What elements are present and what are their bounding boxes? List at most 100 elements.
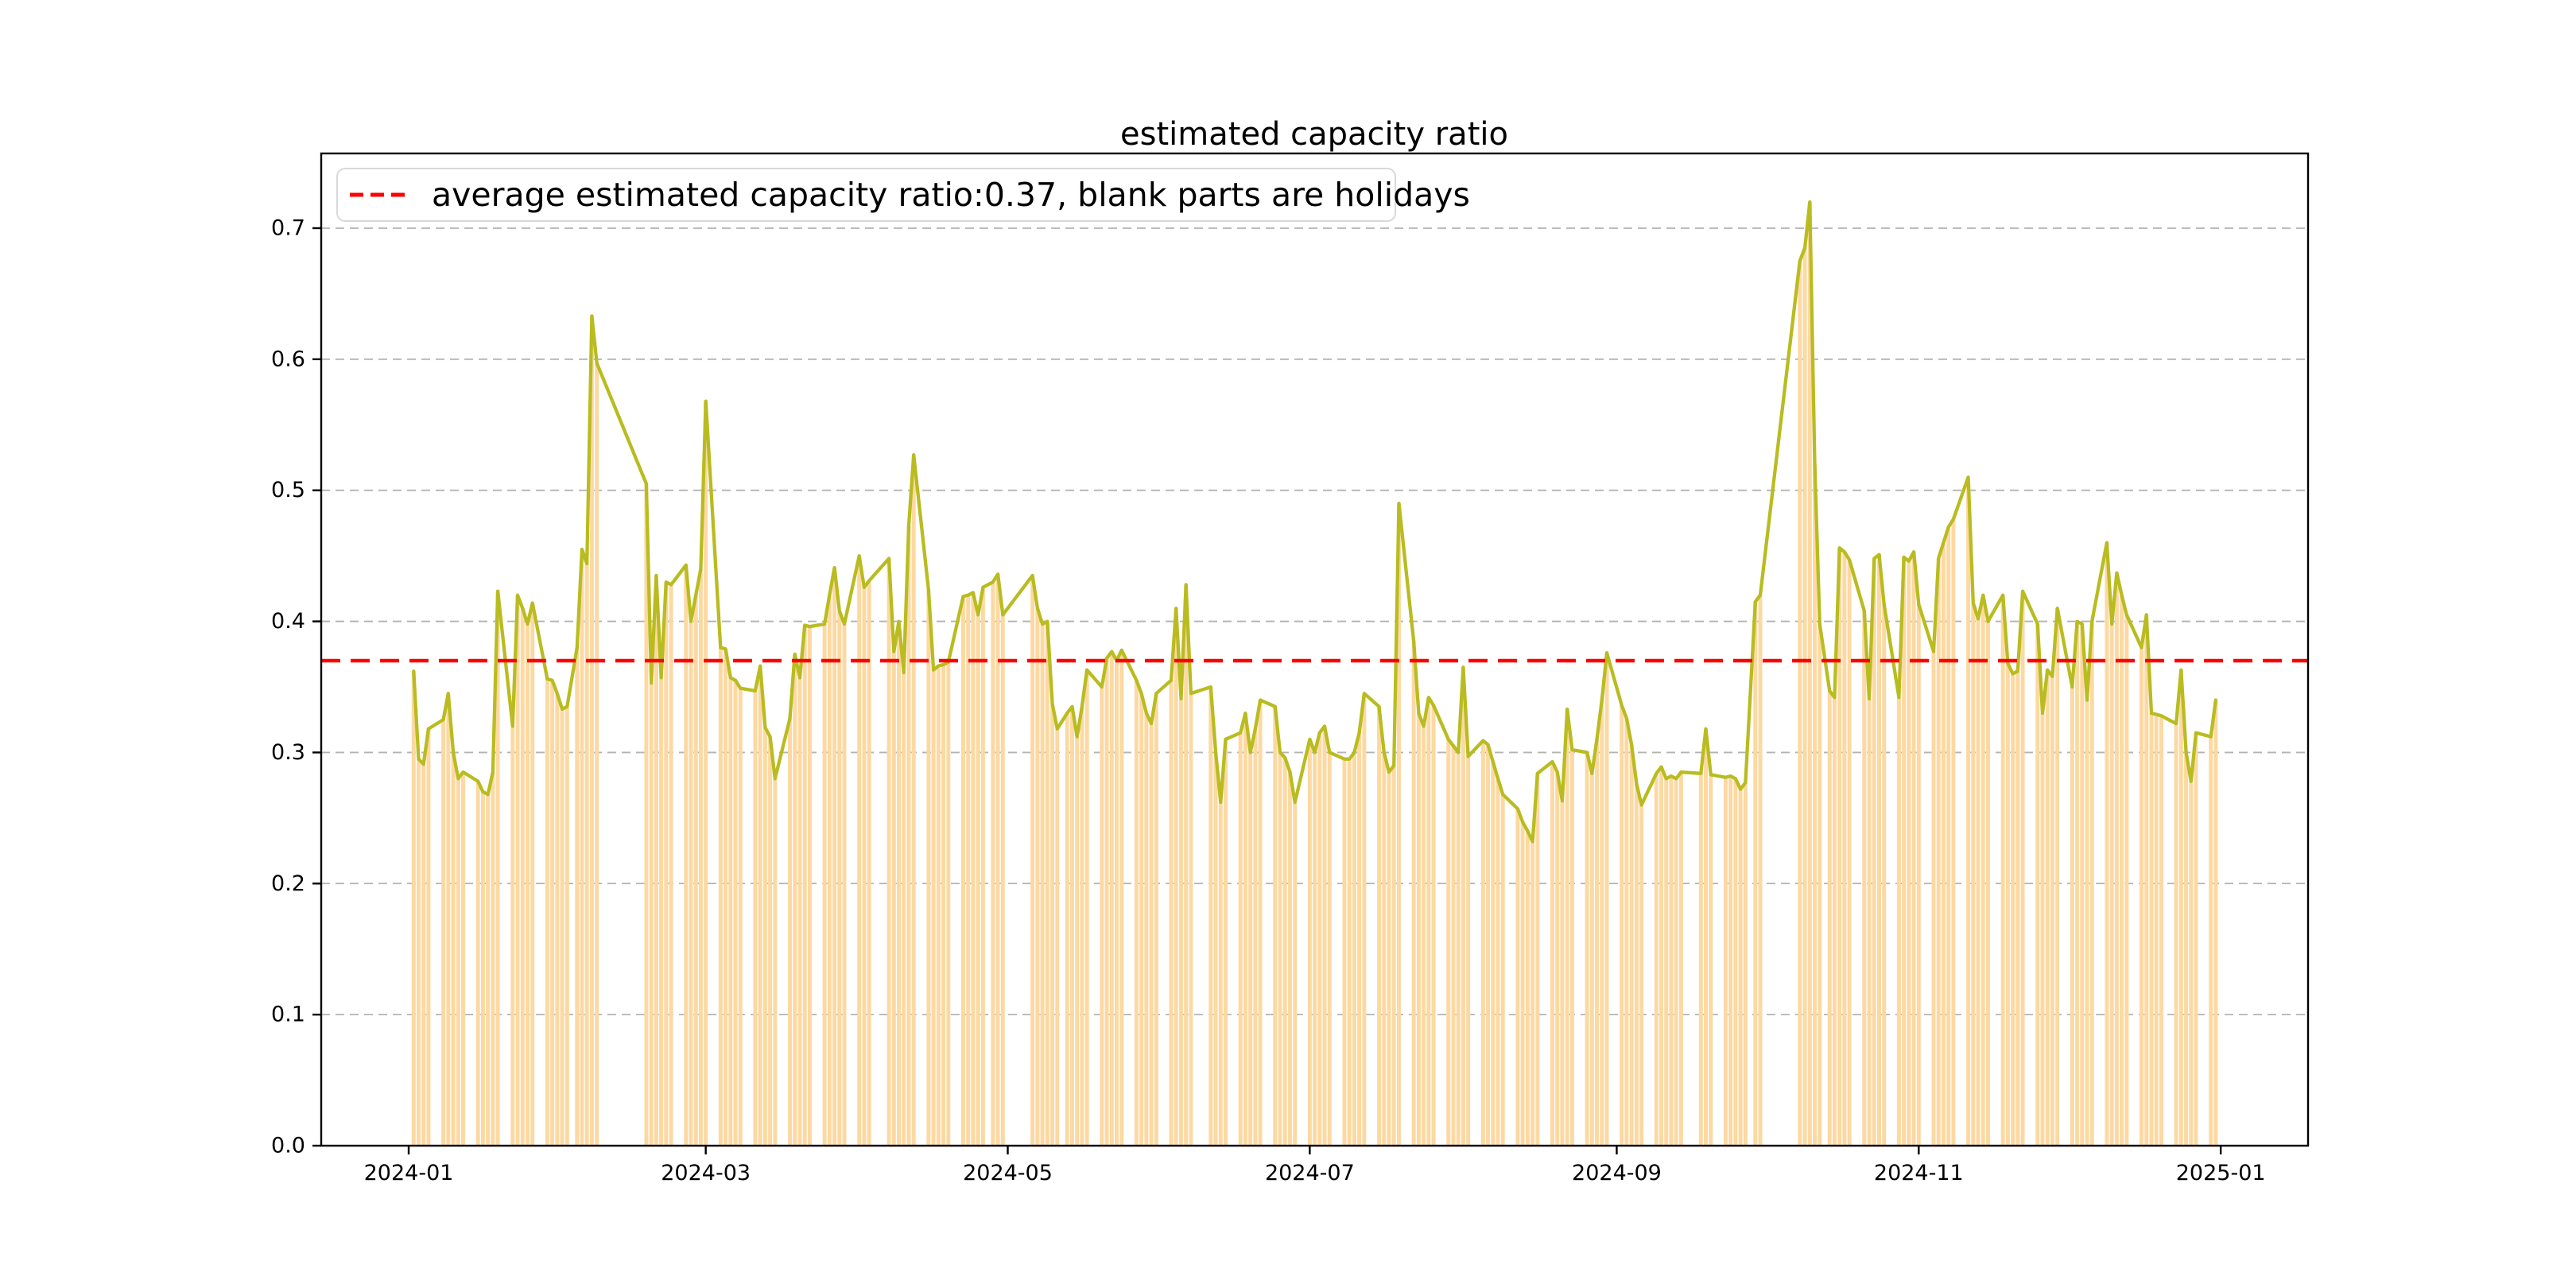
bar (2124, 615, 2129, 1146)
x-tick-label: 2024-01 (364, 1161, 454, 1185)
bar (589, 316, 594, 1146)
bar (2020, 591, 2025, 1146)
axis-ticks-and-labels: 0.0 0.1 0.2 0.3 0.4 0.5 0.6 0.7 2024-01 2024-03 20… (271, 215, 2266, 1185)
bar (2178, 669, 2183, 1146)
bar (1872, 558, 1876, 1146)
bar (1976, 619, 1980, 1146)
bar (1813, 464, 1818, 1146)
bar (1451, 746, 1456, 1146)
bar (2075, 621, 2080, 1146)
bar (1352, 752, 1356, 1146)
bar (1030, 575, 1035, 1146)
bar (1411, 641, 1416, 1146)
bar (2045, 669, 2050, 1146)
bar (1837, 548, 1842, 1146)
bar (807, 627, 812, 1146)
bar (510, 726, 515, 1146)
bar (1282, 758, 1287, 1146)
bar (753, 690, 758, 1146)
bar (480, 791, 485, 1146)
bar (1466, 756, 1471, 1146)
bar (1867, 698, 1872, 1146)
y-tick-label: 0.1 (271, 1003, 305, 1027)
bar (2109, 623, 2114, 1146)
bar (960, 596, 965, 1146)
bar (644, 483, 649, 1146)
bar (1040, 623, 1045, 1146)
bar (2085, 700, 2089, 1146)
bar (1149, 724, 1154, 1146)
bar (495, 591, 500, 1146)
bar (788, 718, 793, 1146)
bar (2120, 595, 2124, 1146)
bar (411, 671, 416, 1146)
bar (941, 664, 946, 1146)
bar (1080, 706, 1084, 1146)
bar (1104, 658, 1109, 1146)
bar (733, 680, 738, 1146)
bar (1248, 752, 1253, 1146)
bar (911, 455, 916, 1146)
bar (1659, 766, 1663, 1146)
bar (1045, 621, 1049, 1146)
legend-label: average estimated capacity ratio:0.37, b… (432, 176, 1470, 214)
bar (1832, 697, 1837, 1146)
bar (2005, 663, 2010, 1146)
bar (530, 603, 535, 1146)
bar (1174, 608, 1178, 1146)
capacity-bars (411, 201, 2218, 1146)
bar (1639, 805, 1644, 1146)
bar (832, 567, 837, 1146)
bar (1985, 621, 1990, 1146)
bar (1620, 705, 1624, 1146)
bar (718, 647, 723, 1146)
bar (2184, 752, 2189, 1146)
bar (545, 679, 549, 1146)
bar (2089, 621, 2094, 1146)
bar (897, 621, 902, 1146)
bar (1941, 542, 1946, 1146)
bar (1842, 552, 1847, 1146)
bar (762, 727, 767, 1146)
bar (2011, 673, 2015, 1146)
bar (728, 677, 733, 1146)
bar (2144, 615, 2149, 1146)
bar (580, 549, 584, 1146)
bar (446, 693, 451, 1146)
bar (891, 651, 896, 1146)
x-tick-label: 2024-03 (661, 1161, 751, 1185)
bar (1084, 669, 1089, 1146)
y-tick-label: 0.0 (271, 1134, 305, 1158)
bar (1000, 615, 1005, 1146)
axes-frame (320, 152, 2310, 1147)
bar (802, 625, 807, 1146)
bar (1224, 739, 1228, 1146)
bar (684, 564, 689, 1146)
bar (1109, 651, 1114, 1146)
bar (1738, 789, 1743, 1146)
bar (649, 683, 654, 1146)
bar (1847, 560, 1852, 1146)
bar (822, 623, 827, 1146)
bar (1377, 706, 1382, 1146)
bar (1525, 831, 1530, 1146)
bar (1396, 503, 1401, 1146)
bar (1461, 667, 1465, 1146)
bar (1946, 526, 1951, 1146)
bar (1733, 778, 1738, 1146)
bar (1515, 809, 1520, 1146)
bar (1327, 752, 1332, 1146)
bar (946, 661, 951, 1146)
bar (2040, 712, 2045, 1146)
bar (664, 582, 669, 1146)
bar (1169, 680, 1174, 1146)
bar (1634, 783, 1639, 1146)
bar (1758, 595, 1763, 1146)
bar (659, 677, 664, 1146)
bar (980, 587, 985, 1146)
bar (827, 595, 832, 1146)
bar (1258, 700, 1263, 1146)
bar (1307, 739, 1312, 1146)
bar (1422, 726, 1426, 1146)
